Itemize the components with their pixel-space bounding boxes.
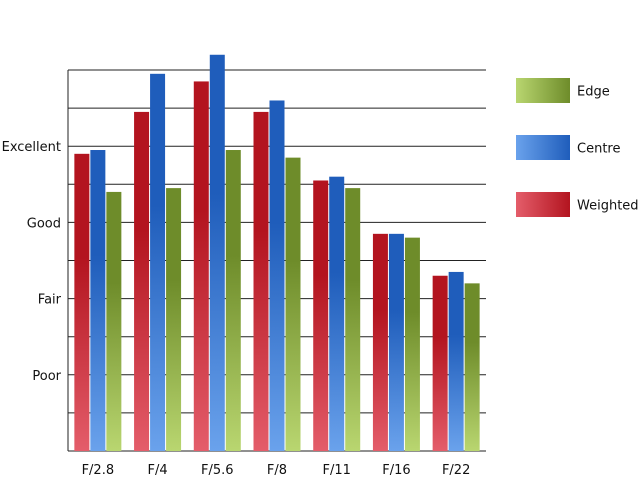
legend-swatch — [516, 78, 570, 103]
y-tick-label: Excellent — [2, 140, 61, 155]
legend-swatch — [516, 135, 570, 160]
bar-centre-1 — [150, 73, 166, 451]
bar-weighted-4 — [313, 180, 329, 452]
bar-centre-0 — [90, 150, 106, 451]
bar-weighted-5 — [372, 233, 388, 451]
bar-centre-6 — [448, 271, 464, 451]
bar-centre-4 — [329, 176, 345, 451]
x-tick-label: F/11 — [323, 463, 351, 478]
bar-centre-5 — [388, 233, 404, 451]
legend: Edge Centre Weighted — [516, 78, 639, 217]
bar-weighted-0 — [74, 153, 90, 451]
bar-edge-6 — [464, 283, 480, 451]
x-tick-label: F/2.8 — [82, 463, 115, 478]
x-tick-label: F/22 — [442, 463, 470, 478]
x-tick-label: F/5.6 — [201, 463, 234, 478]
legend-item-edge: Edge — [516, 78, 610, 103]
bar-edge-2 — [225, 150, 241, 451]
bar-weighted-2 — [193, 81, 209, 452]
bar-weighted-1 — [134, 111, 150, 451]
bar-edge-5 — [404, 237, 420, 451]
legend-label: Weighted — [577, 199, 639, 214]
y-tick-label: Good — [27, 216, 61, 231]
y-axis-tick-labels: Poor Fair Good Excellent — [2, 140, 62, 384]
bar-weighted-6 — [432, 275, 448, 451]
x-tick-label: F/4 — [148, 463, 168, 478]
legend-swatch — [516, 192, 570, 217]
x-tick-label: F/16 — [382, 463, 410, 478]
legend-item-centre: Centre — [516, 135, 620, 160]
legend-label: Edge — [577, 85, 610, 100]
bar-edge-1 — [166, 188, 182, 452]
y-tick-label: Poor — [32, 369, 61, 384]
legend-label: Centre — [577, 142, 620, 157]
bars — [74, 54, 480, 452]
bar-edge-0 — [106, 191, 122, 452]
x-tick-label: F/8 — [267, 463, 287, 478]
x-axis-tick-labels: F/2.8 F/4 F/5.6 F/8 F/11 F/16 F/22 — [82, 463, 471, 478]
bar-centre-3 — [269, 100, 285, 451]
bar-edge-4 — [345, 188, 361, 452]
y-tick-label: Fair — [38, 293, 62, 308]
bar-edge-3 — [285, 157, 301, 451]
bar-weighted-3 — [253, 111, 269, 451]
legend-item-weighted: Weighted — [516, 192, 639, 217]
bar-centre-2 — [209, 54, 225, 451]
